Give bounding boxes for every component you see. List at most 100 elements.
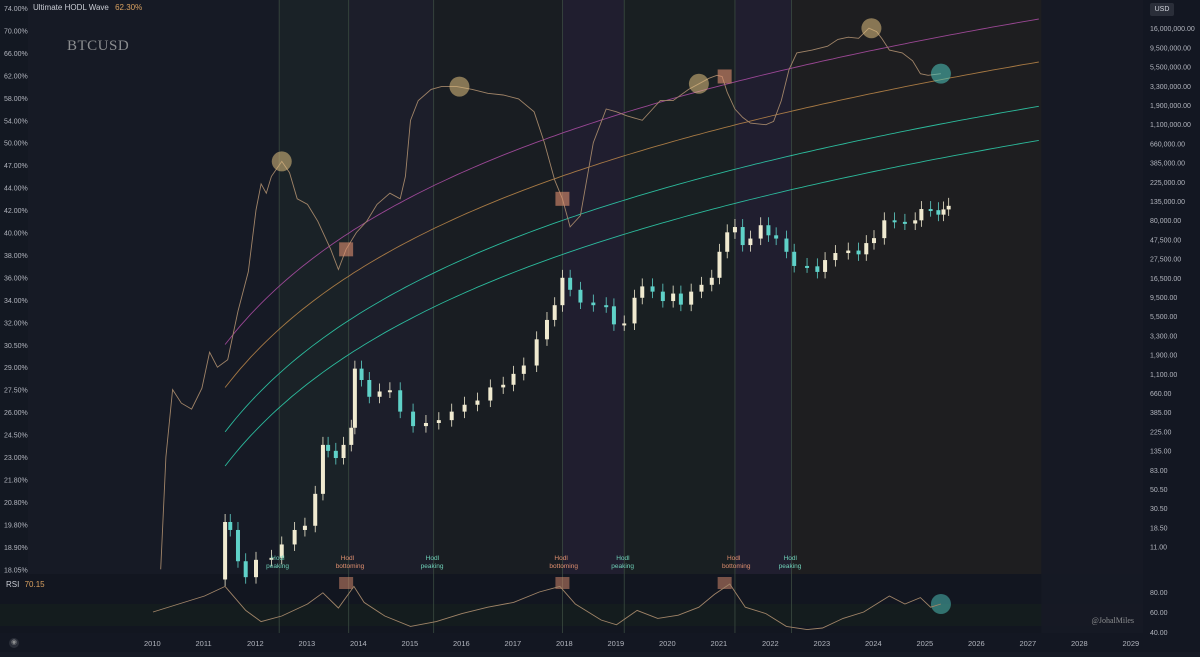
right-axis-tick: 50.50: [1150, 487, 1168, 494]
price-candle: [902, 221, 907, 224]
left-axis-tick: 70.00%: [4, 28, 28, 35]
price-candle: [709, 277, 714, 285]
price-candle: [279, 544, 284, 558]
indicator-legend[interactable]: Ultimate HODL Wave 62.30%: [33, 3, 142, 12]
price-candle: [766, 225, 771, 236]
x-axis-tick: 2025: [917, 639, 934, 648]
symbol-label: BTCUSD: [67, 38, 130, 54]
price-candle: [936, 210, 941, 215]
left-axis-tick: 20.80%: [4, 500, 28, 507]
left-axis-tick: 66.00%: [4, 51, 28, 58]
x-axis-tick: 2015: [402, 639, 419, 648]
x-axis-tick: 2016: [453, 639, 470, 648]
x-axis-tick: 2013: [299, 639, 316, 648]
left-axis-tick: 30.50%: [4, 343, 28, 350]
price-candle: [815, 266, 820, 272]
price-candle: [228, 522, 233, 530]
price-axis-panel: [1143, 0, 1200, 652]
price-candle: [689, 291, 694, 305]
price-candle: [449, 411, 454, 421]
left-axis-tick: 74.00%: [4, 6, 28, 13]
rsi-midband: [0, 604, 1143, 626]
price-candle: [833, 253, 838, 261]
price-candle: [313, 493, 318, 526]
cycle-label: Hodl: [271, 555, 285, 562]
price-candle: [367, 379, 372, 397]
cycle-region: [734, 0, 792, 574]
rsi-legend[interactable]: RSI 70.15: [6, 580, 45, 589]
indicator-value: 62.30%: [115, 3, 143, 12]
left-axis-tick: 38.00%: [4, 253, 28, 260]
rsi-axis-tick: 40.00: [1150, 630, 1168, 637]
price-candle: [805, 265, 810, 268]
left-axis-tick: 47.00%: [4, 163, 28, 170]
price-candle: [699, 284, 704, 292]
left-axis-tick: 50.00%: [4, 141, 28, 148]
right-axis-tick: 16,000,000.00: [1150, 26, 1195, 33]
price-candle: [320, 444, 325, 494]
hodl-bottom-square: [555, 191, 570, 206]
x-axis-tick: 2019: [608, 639, 625, 648]
price-candle: [604, 305, 609, 308]
hodl-peak-circle: [861, 18, 882, 39]
price-candle: [919, 209, 924, 221]
log-band-upper: [224, 18, 1039, 345]
price-candle: [501, 384, 506, 388]
cycle-label: Hodl: [616, 555, 630, 562]
tradingview-logo-icon[interactable]: ◉: [9, 638, 19, 648]
x-axis-tick: 2020: [659, 639, 676, 648]
cycle-label: Hodl: [784, 555, 798, 562]
x-axis-tick: 2012: [247, 639, 264, 648]
price-candle: [292, 529, 297, 545]
rsi-square-marker: [555, 577, 570, 589]
price-candle: [611, 306, 616, 325]
right-axis-tick: 3,300,000.00: [1150, 84, 1191, 91]
right-axis-tick: 18.50: [1150, 525, 1168, 532]
rsi-square-marker: [717, 577, 732, 589]
price-candle: [534, 339, 539, 366]
right-axis-tick: 1,900.00: [1150, 353, 1177, 360]
right-axis-tick: 27,500.00: [1150, 257, 1181, 264]
price-candle: [436, 420, 441, 423]
right-axis-tick: 1,100,000.00: [1150, 122, 1191, 129]
price-candle: [717, 251, 722, 278]
cycle-label: peaking: [421, 563, 444, 570]
price-candle: [650, 286, 655, 292]
price-candle: [792, 251, 797, 266]
price-candle: [856, 250, 861, 255]
x-axis-tick: 2023: [814, 639, 831, 648]
price-candle: [946, 205, 951, 210]
x-axis-tick: 2010: [144, 639, 161, 648]
price-candle: [254, 559, 258, 578]
price-candle: [823, 260, 828, 272]
left-axis-tick: 18.05%: [4, 567, 28, 574]
price-candle: [882, 220, 887, 239]
left-axis-tick: 34.00%: [4, 298, 28, 305]
price-candle: [560, 277, 565, 306]
cycle-label: peaking: [266, 563, 289, 570]
price-candle: [341, 444, 346, 459]
log-band-middle: [224, 61, 1039, 388]
right-axis-tick: 16,500.00: [1150, 276, 1181, 283]
cycle-label: bottoming: [549, 563, 578, 570]
price-candle: [223, 522, 228, 580]
price-candle: [398, 390, 403, 412]
right-axis-tick: 80,000.00: [1150, 218, 1181, 225]
left-axis-tick: 26.00%: [4, 410, 28, 417]
price-candle: [758, 225, 763, 239]
price-candle: [660, 291, 665, 302]
price-candle: [352, 368, 357, 428]
cycle-label: bottoming: [722, 563, 751, 570]
cycle-label: peaking: [779, 563, 802, 570]
price-candle: [511, 373, 516, 385]
price-candle: [326, 444, 331, 451]
x-axis-tick: 2017: [505, 639, 522, 648]
price-candle: [591, 302, 596, 306]
right-axis-tick: 9,500,000.00: [1150, 45, 1191, 52]
right-axis-tick: 47,500.00: [1150, 237, 1181, 244]
price-candle: [521, 365, 526, 374]
currency-badge[interactable]: USD: [1150, 3, 1174, 16]
time-axis-panel: [0, 633, 1143, 652]
